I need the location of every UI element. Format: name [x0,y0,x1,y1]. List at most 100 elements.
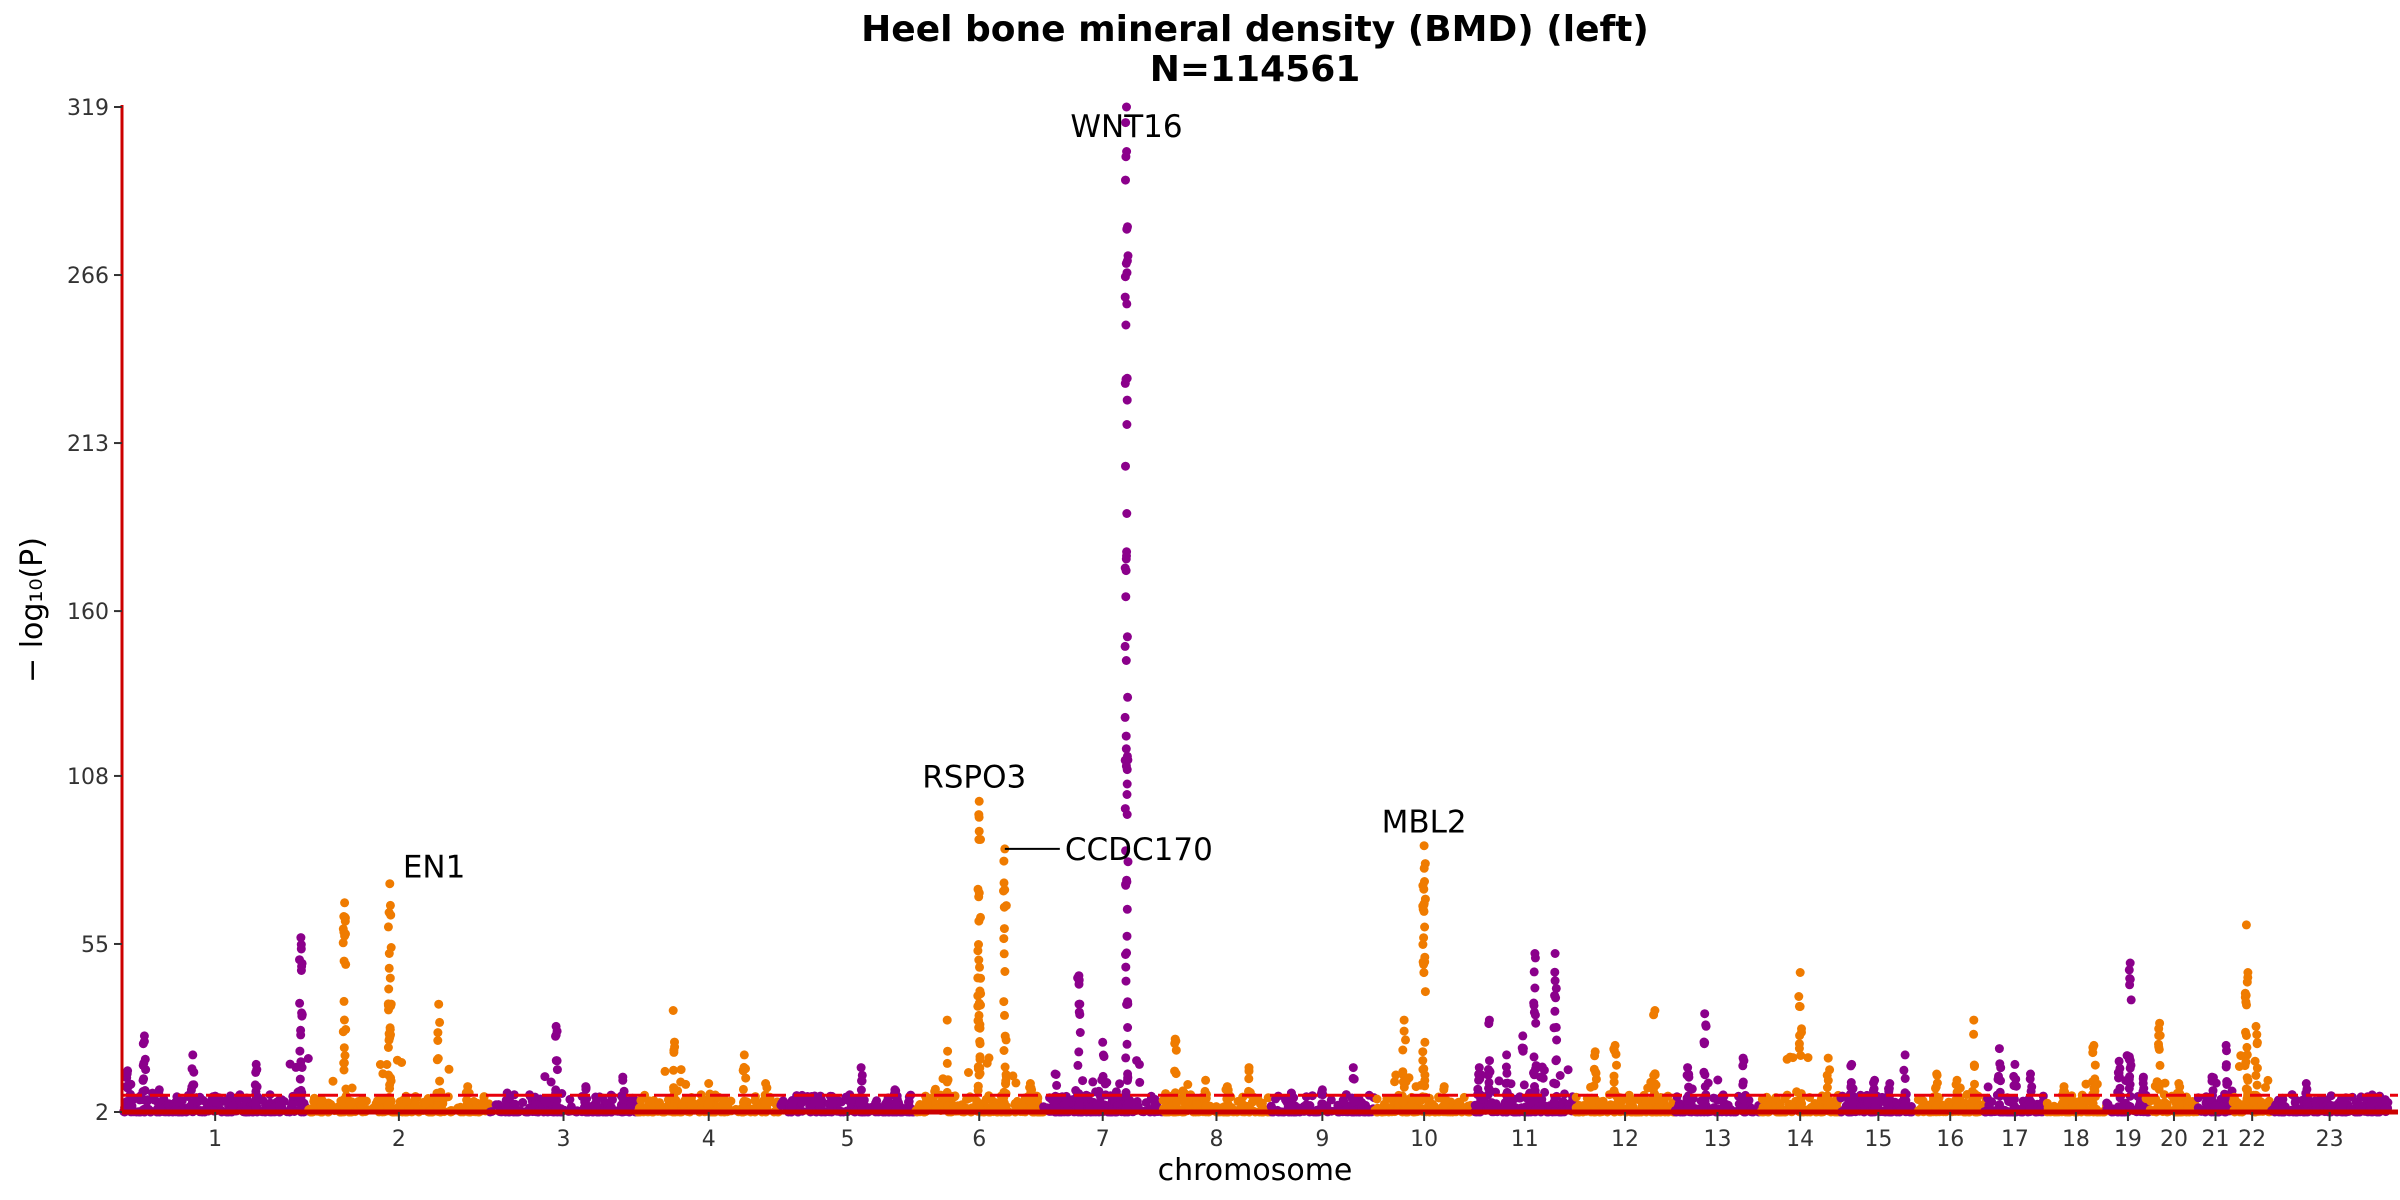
peak-chr17 [2009,1059,2021,1117]
data-point [778,1096,788,1106]
data-point [2366,1101,2375,1111]
y-tick-label: 2 [95,1101,109,1126]
data-point [2125,1102,2135,1112]
data-point [1122,810,1132,819]
data-point [462,1095,472,1105]
data-point [2113,1068,2123,1078]
data-point [382,1060,392,1069]
data-point [669,1047,679,1057]
data-point [1001,901,1011,911]
y-axis-label: − log₁₀(P) [15,537,50,683]
data-point [1641,1097,1651,1107]
data-point [1900,1050,1910,1060]
data-point [857,1076,866,1086]
data-point [1420,1070,1430,1080]
data-point [2009,1081,2019,1091]
data-point [1170,1066,1180,1076]
data-point [384,963,394,973]
data-point [1418,1056,1428,1065]
data-point [1120,712,1130,722]
data-point [1788,1053,1798,1063]
data-point [999,934,1009,944]
data-point [1485,1056,1494,1066]
data-point [2326,1100,2336,1110]
data-point [140,1054,150,1064]
peak-chr5 [814,1091,827,1117]
data-point [1012,1096,1022,1106]
peak-chr8 [1244,1063,1255,1117]
data-point [2126,995,2136,1005]
data-point [565,1094,575,1104]
data-point [1795,1002,1805,1012]
data-point [1192,1100,1202,1109]
data-point [762,1083,772,1093]
peak-chr12 [1641,1006,1673,1117]
data-point [1485,1066,1494,1076]
peak-chr1 [186,1050,199,1115]
data-point [296,933,306,943]
data-point [2250,1056,2260,1066]
data-point [1529,1052,1539,1062]
data-point [1122,632,1132,642]
data-point [1530,983,1540,993]
data-point [503,1091,513,1101]
data-point [975,962,984,972]
data-point [738,1084,748,1094]
data-point [551,1056,561,1066]
data-point [1969,1029,1979,1039]
peak-chr12 [1598,1040,1633,1117]
data-point [2115,1083,2125,1093]
data-point [122,1069,132,1079]
data-point [950,1091,960,1101]
data-point [1121,1053,1131,1063]
data-point [340,916,350,926]
data-point [402,1096,412,1106]
data-point [1762,1100,1772,1110]
data-point [1121,962,1131,972]
data-point [228,1101,238,1111]
data-point [501,1100,511,1110]
data-point [1121,731,1131,741]
data-point [340,1051,350,1060]
data-point [295,998,305,1008]
data-point [2155,1060,2165,1070]
data-point [1008,1071,1018,1081]
data-point [2252,1030,2262,1040]
data-point [1122,877,1132,887]
data-point [1132,1056,1142,1066]
data-point [1550,949,1560,958]
data-point [1550,1006,1560,1016]
data-point [856,1085,866,1095]
data-point [1418,940,1428,949]
peak-chr6 [964,796,996,1116]
data-point [999,886,1008,896]
y-tick-label: 319 [67,96,109,121]
x-tick-label: 19 [2114,1127,2142,1152]
data-point [676,1065,686,1075]
data-point [1122,268,1132,278]
data-point [1418,901,1428,911]
data-point [2027,1082,2037,1092]
data-point [338,938,348,948]
data-point [1121,976,1131,986]
data-point [2154,1039,2163,1049]
data-point [1121,592,1131,602]
data-point [1399,1026,1409,1036]
data-point [1348,1063,1358,1073]
data-point [1506,1079,1516,1089]
data-point [1419,841,1429,851]
data-point [618,1075,628,1085]
data-point [433,1028,443,1038]
data-point [289,1099,299,1109]
data-point [1001,1071,1011,1081]
data-point [410,1099,420,1109]
data-point [339,1015,349,1025]
peak-chr7 [1049,1069,1062,1116]
data-point [1150,1101,1159,1111]
data-point [2242,977,2252,987]
data-point [1823,1076,1833,1085]
data-point [1657,1096,1667,1106]
data-point [1237,1099,1247,1108]
peak-chr10 [1390,1015,1421,1116]
data-point [2175,1082,2185,1092]
